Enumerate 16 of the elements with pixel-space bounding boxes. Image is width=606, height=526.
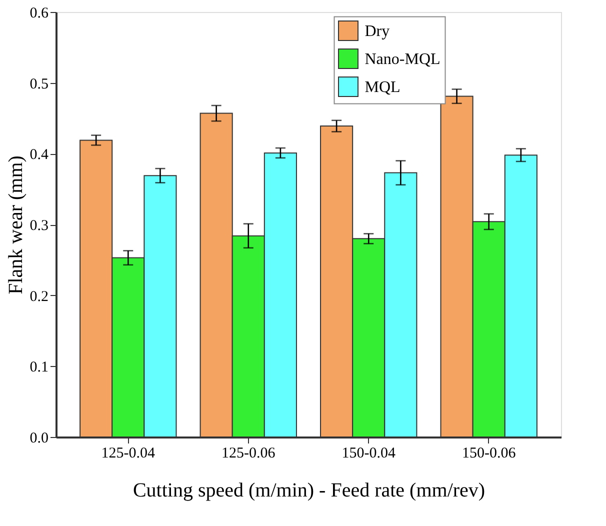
y-tick-label: 0.6 [30,6,49,22]
legend-label: MQL [364,78,400,96]
y-tick-label: 0.0 [30,430,48,446]
legend-label: Dry [364,22,390,40]
legend-label: Nano-MQL [364,50,440,68]
y-tick-label: 0.2 [30,288,48,305]
x-tick-label: 150-0.04 [342,446,396,462]
y-tick-label: 0.5 [30,76,48,92]
y-tick-label: 0.3 [30,218,48,234]
y-tick-label: 0.1 [30,360,48,376]
x-axis-title: Cutting speed (m/min) - Feed rate (mm/rev) [132,480,486,502]
x-tick-label: 125-0.04 [101,446,156,462]
y-axis-title: Flank wear (mm) [4,156,27,294]
y-tick-label: 0.4 [30,147,49,164]
x-tick-label: 125-0.06 [222,446,276,462]
x-tick-label: 150-0.06 [462,446,516,462]
